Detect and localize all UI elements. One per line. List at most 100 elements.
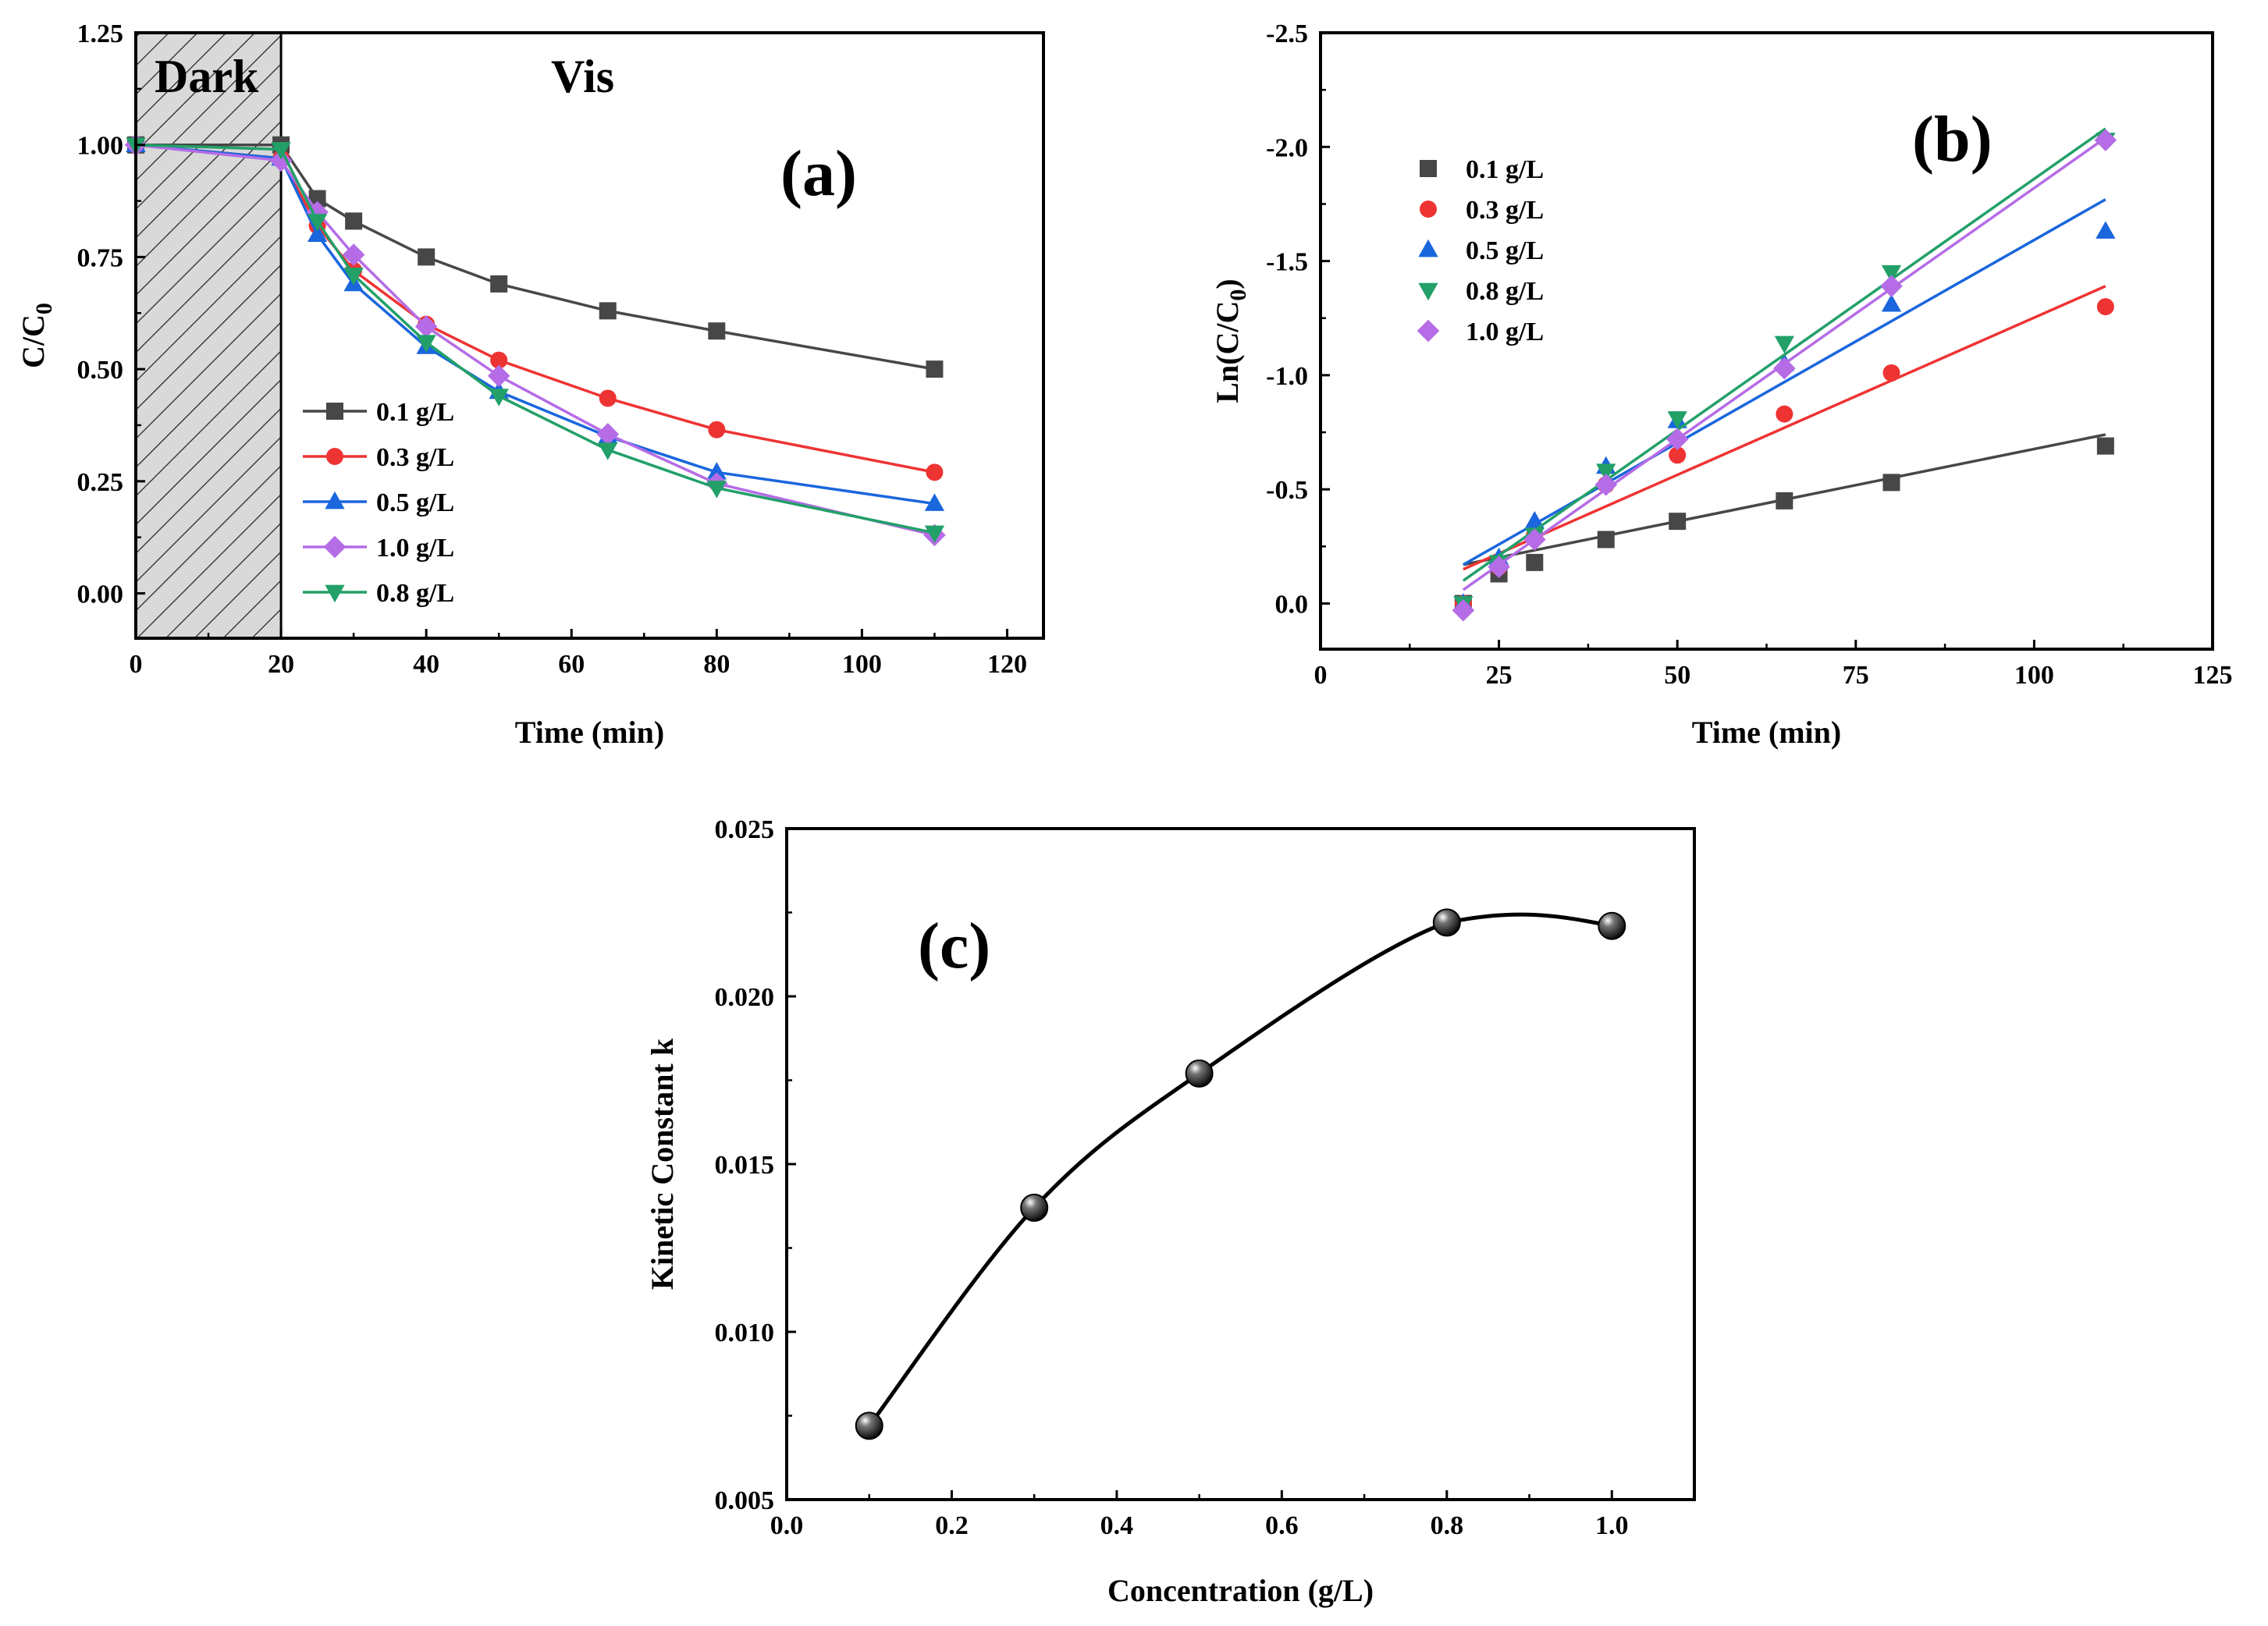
data-point <box>343 268 364 286</box>
data-point <box>489 389 509 406</box>
y-tick-label: -1.0 <box>1266 362 1308 391</box>
x-tick-label: 0 <box>1314 661 1328 690</box>
data-point <box>1665 428 1689 451</box>
data-point <box>490 351 508 369</box>
data-point <box>1526 553 1544 571</box>
legend-label: 0.8 g/L <box>1466 277 1544 306</box>
y-tick-label: 0.025 <box>715 815 775 844</box>
legend-marker <box>1420 201 1437 218</box>
x-tick-label: 0.6 <box>1265 1511 1299 1540</box>
x-tick-label: 75 <box>1843 661 1869 690</box>
data-point <box>599 389 617 407</box>
panel-b-frame <box>1319 31 2214 651</box>
data-point <box>1881 293 1902 312</box>
y-tick-label: 0.0 <box>1275 590 1309 619</box>
x-tick-label: 120 <box>987 650 1027 679</box>
data-point <box>1882 364 1900 382</box>
data-point <box>487 364 510 388</box>
data-point <box>1667 411 1687 429</box>
data-point <box>708 421 726 438</box>
legend-label: 0.5 g/L <box>376 488 454 517</box>
series-0-5-g-L <box>1453 198 2116 611</box>
dark-region <box>136 33 282 638</box>
y-tick-label: -2.5 <box>1266 20 1308 48</box>
fit-line <box>1462 127 2106 582</box>
data-point <box>416 335 436 353</box>
legend-marker <box>325 491 345 509</box>
x-tick-label: 1.0 <box>1595 1511 1629 1540</box>
y-tick-label: 0.75 <box>77 243 124 272</box>
data-point <box>307 214 328 232</box>
y-tick-label: 0.015 <box>715 1151 775 1180</box>
panel-b-axes: 0 25 50 75 100 125 0.0 -0.5 -1.0 -1.5 -2.0 -2.5 <box>1266 20 2232 690</box>
series-0-8-g-L <box>126 137 945 544</box>
data-point <box>2094 129 2117 151</box>
panel-b-legend: 0.1 g/L 0.3 g/L 0.5 g/L 0.8 g/L 1.0 g/L <box>1417 155 1544 346</box>
x-tick-label: 0.2 <box>935 1511 969 1540</box>
x-tick-label: 20 <box>268 650 294 679</box>
data-point <box>490 275 508 293</box>
y-tick-label: 0.005 <box>715 1486 775 1515</box>
y-tick-label: 0.00 <box>77 580 124 609</box>
panel-c-axes: 0.0 0.2 0.4 0.6 0.8 1.0 0.005 0.010 0.015 0.020 0.… <box>715 815 1629 1540</box>
x-tick-label: 0.0 <box>770 1511 804 1540</box>
data-point <box>926 360 944 378</box>
legend-label: 0.1 g/L <box>1466 155 1544 184</box>
data-point <box>596 423 620 446</box>
x-tick-label: 0 <box>130 650 143 679</box>
data-point <box>1524 510 1545 529</box>
data-point <box>706 462 727 480</box>
data-point <box>1882 474 1900 492</box>
panel-c-y-axis-label: Kinetic Constant k <box>645 1038 680 1290</box>
legend-label: 0.5 g/L <box>1466 236 1544 265</box>
y-tick-label: 0.50 <box>77 356 124 385</box>
legend-marker <box>326 448 343 465</box>
data-point <box>2096 298 2114 316</box>
data-point <box>1776 405 1793 423</box>
x-tick-label: 125 <box>2193 661 2233 690</box>
panel-b-series <box>1452 127 2117 622</box>
data-point <box>2096 221 2116 239</box>
panel-c-chart: 0.0 0.2 0.4 0.6 0.8 1.0 0.005 0.010 0.015 0.020 0.… <box>645 815 1696 1608</box>
y-tick-label: -1.5 <box>1266 248 1308 277</box>
series-0-1-g-L <box>1454 433 2114 612</box>
y-tick-label: 0.25 <box>77 468 124 497</box>
dark-region-label: Dark <box>155 51 259 102</box>
data-point <box>1488 556 1510 578</box>
data-point <box>1880 275 1903 298</box>
data-point <box>924 493 945 511</box>
y-tick-label: -2.0 <box>1266 133 1308 162</box>
legend-marker <box>325 584 345 603</box>
data-point <box>1881 264 1902 283</box>
x-tick-label: 50 <box>1664 661 1690 690</box>
panel-a-frame <box>134 31 1045 640</box>
y-tick-label: 0.020 <box>715 983 775 1012</box>
x-tick-label: 0.8 <box>1431 1511 1464 1540</box>
data-point <box>598 442 618 460</box>
data-point <box>1774 335 1795 354</box>
data-point <box>307 224 328 243</box>
panel-a-label: (a) <box>780 137 857 210</box>
data-point <box>926 463 944 481</box>
panel-a-legend: 0.1 g/L 0.3 g/L 0.5 g/L 1.0 g/L 0.8 g/L <box>303 398 454 608</box>
data-point <box>2096 437 2114 455</box>
panel-a-chart: Dark Vis 0 20 40 60 80 100 120 0.00 0.25 0.50 0.75… <box>16 20 1045 750</box>
legend-marker <box>1418 282 1438 301</box>
fit-line <box>1463 285 2106 571</box>
data-point <box>708 322 726 340</box>
panel-c-label: (c) <box>918 910 990 982</box>
data-point <box>1432 908 1461 937</box>
series-1-0-g-L <box>1452 129 2117 622</box>
panel-a-axes: 0 20 40 60 80 100 120 0.00 0.25 0.50 0.75 1.00 1.25 <box>77 20 1027 679</box>
panel-b-x-axis-label: Time (min) <box>1692 715 1841 750</box>
data-point <box>1669 513 1687 531</box>
data-point <box>599 302 617 320</box>
data-point <box>1597 531 1615 549</box>
series-0-3-g-L <box>1454 285 2114 612</box>
data-point <box>418 248 435 266</box>
x-tick-label: 40 <box>413 650 439 679</box>
fit-line <box>1463 198 2106 566</box>
legend-label: 0.3 g/L <box>1466 196 1544 225</box>
y-tick-label: 1.00 <box>77 132 124 161</box>
panel-b-y-axis-label: Ln(C/C0) <box>1210 279 1251 403</box>
